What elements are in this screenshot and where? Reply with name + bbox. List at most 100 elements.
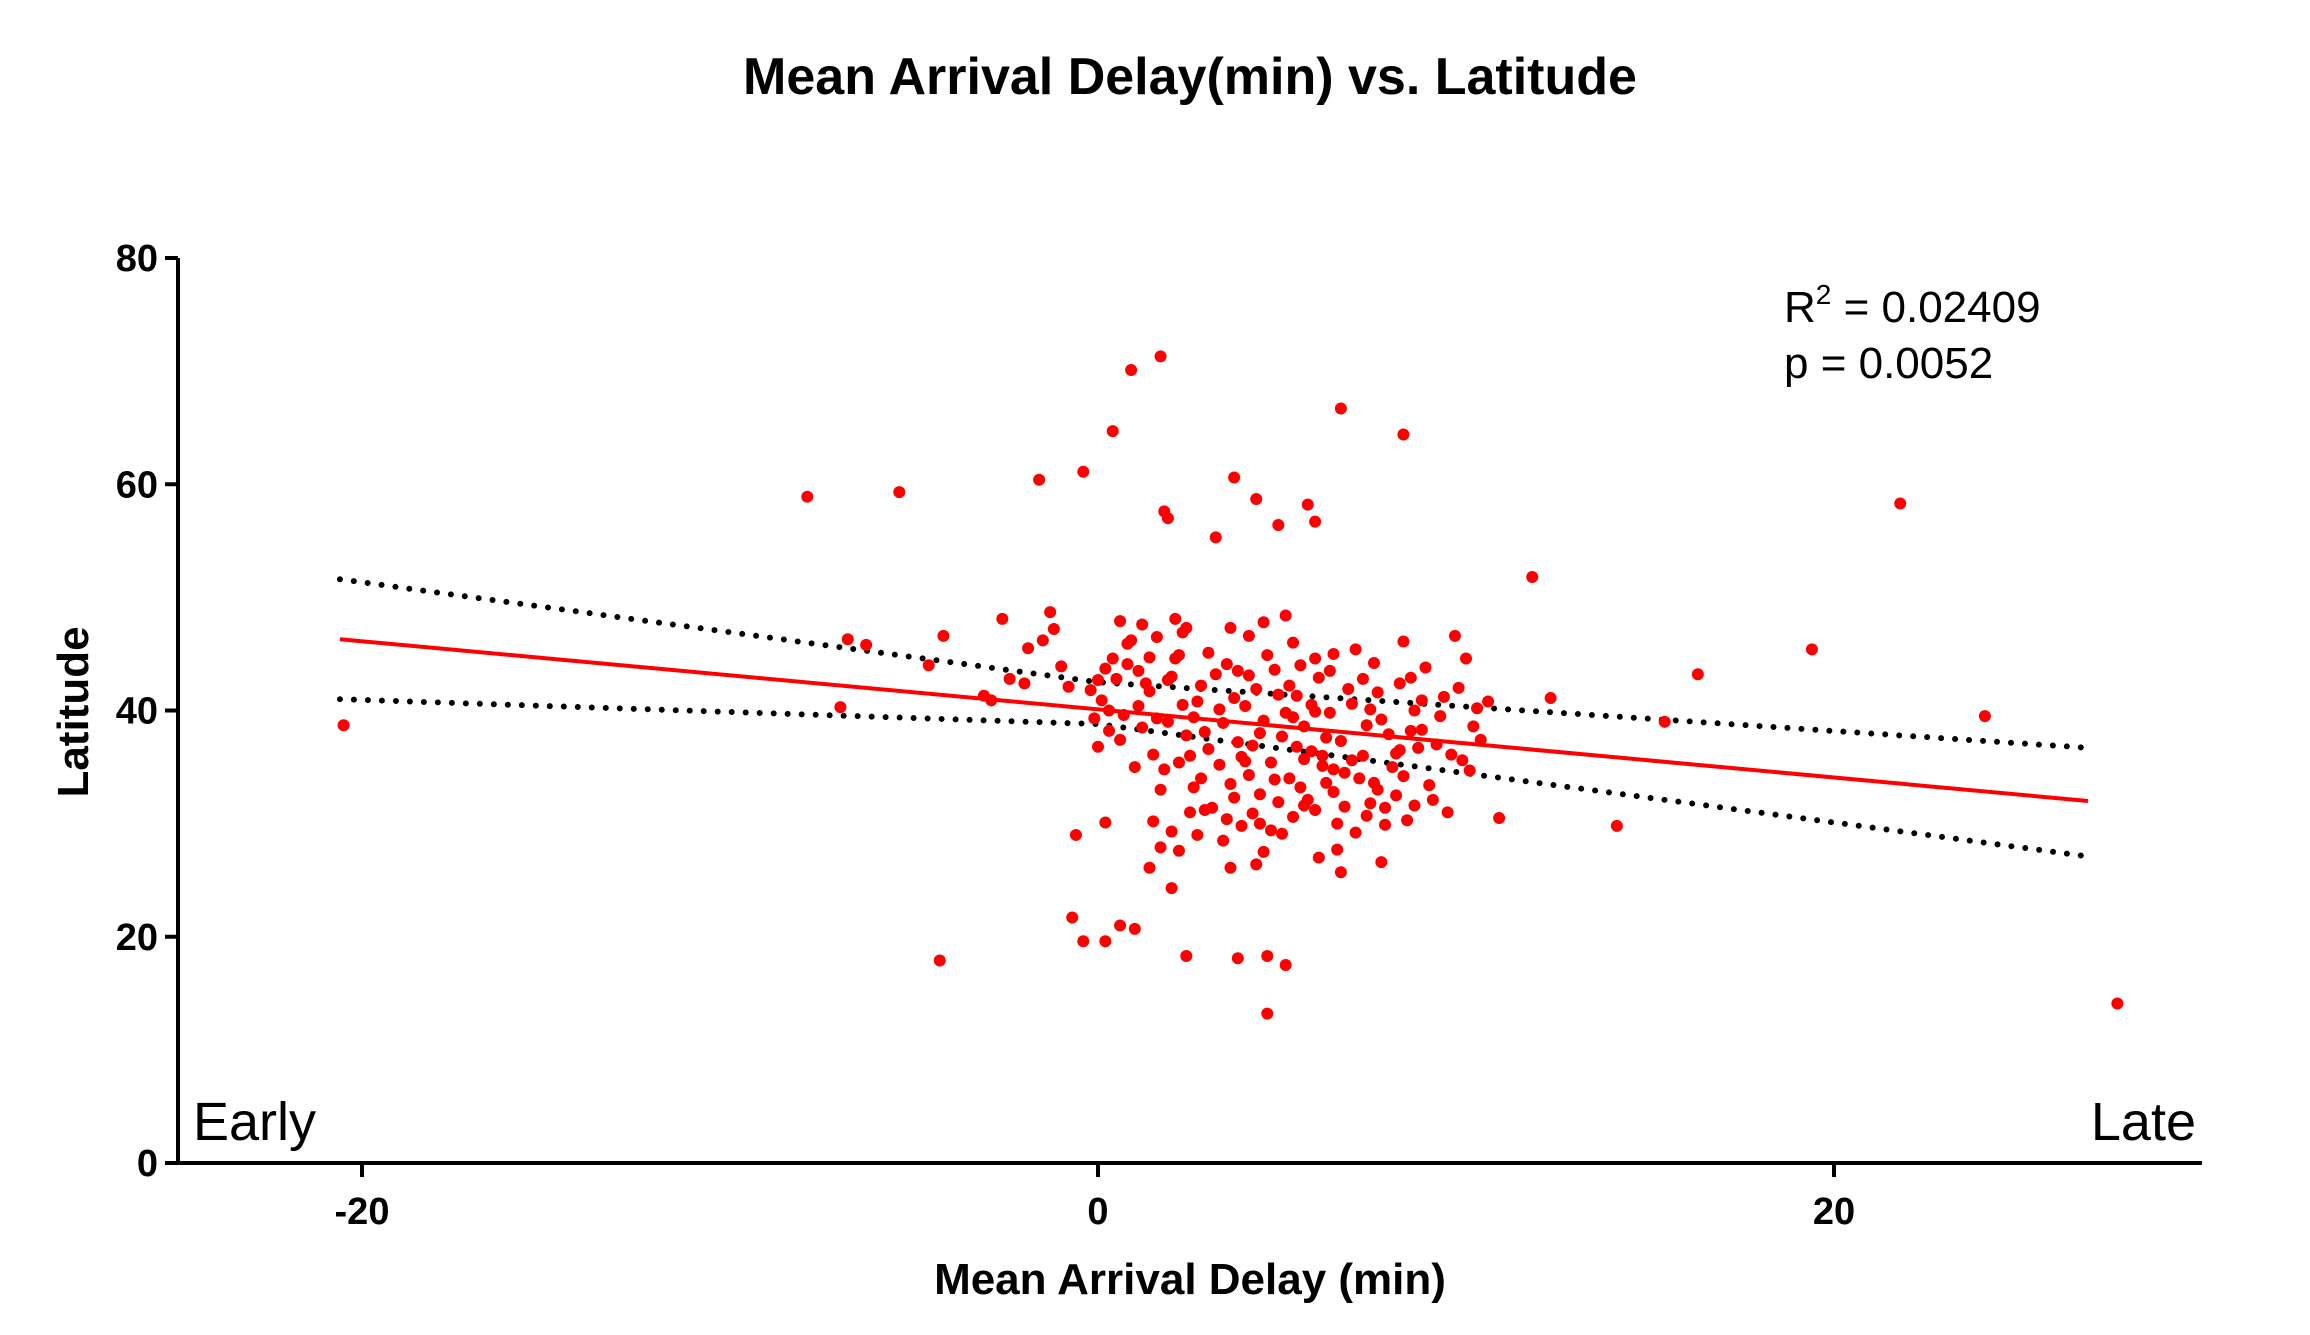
data-point	[1172, 756, 1185, 769]
data-point	[1264, 756, 1277, 769]
r-squared-exponent: 2	[1816, 279, 1832, 310]
data-point	[1239, 755, 1252, 768]
data-point	[1382, 728, 1395, 741]
data-point	[1415, 694, 1428, 707]
data-point	[1375, 856, 1388, 869]
data-point	[1154, 350, 1167, 363]
data-point	[1239, 699, 1252, 712]
data-point	[1143, 861, 1156, 874]
data-point	[1294, 659, 1307, 672]
data-point	[1209, 531, 1222, 544]
data-point	[1103, 724, 1116, 737]
data-point	[1143, 651, 1156, 664]
data-point	[1066, 911, 1079, 924]
data-point	[1272, 518, 1285, 531]
data-point	[1283, 679, 1296, 692]
data-point	[1224, 778, 1237, 791]
data-point	[996, 612, 1009, 625]
data-point	[1276, 827, 1288, 840]
data-point	[1364, 797, 1377, 810]
data-point	[1069, 828, 1082, 841]
data-point	[937, 629, 950, 642]
data-point	[1419, 661, 1432, 674]
data-point	[1117, 709, 1130, 722]
data-point	[1364, 703, 1377, 716]
data-point	[1276, 730, 1288, 743]
data-point	[1471, 702, 1484, 715]
data-point	[1139, 677, 1152, 690]
data-point	[1242, 768, 1255, 781]
y-ticks: 0 20 40 60 80	[116, 238, 178, 1185]
data-point	[1390, 789, 1403, 802]
data-point	[1099, 935, 1112, 948]
data-point	[1172, 844, 1185, 857]
axes	[168, 258, 2202, 1165]
data-point	[1493, 811, 1506, 824]
data-point	[1095, 694, 1108, 707]
data-point	[1253, 817, 1266, 830]
data-point	[1217, 716, 1230, 729]
data-point	[1423, 779, 1436, 792]
data-point	[1279, 609, 1292, 622]
data-point	[1334, 866, 1347, 879]
data-point	[1103, 704, 1116, 717]
data-point	[1184, 806, 1196, 819]
data-point	[1176, 698, 1189, 711]
regression-line	[339, 637, 2089, 803]
data-point	[1272, 796, 1285, 809]
data-point	[1235, 819, 1248, 832]
data-point	[1360, 719, 1373, 732]
data-point	[1257, 845, 1270, 858]
data-point	[1128, 761, 1141, 774]
data-point	[1294, 781, 1307, 794]
data-point	[1261, 649, 1274, 662]
data-point	[1426, 793, 1439, 806]
data-point	[933, 954, 946, 967]
data-point	[1434, 710, 1447, 723]
y-axis-title: Latitude	[49, 626, 98, 797]
data-point	[1283, 772, 1296, 785]
data-point	[1106, 652, 1119, 665]
confidence-band-upper	[336, 576, 2091, 751]
data-point	[1128, 922, 1141, 935]
data-point	[1279, 706, 1292, 719]
data-point	[1187, 711, 1200, 724]
data-point	[1526, 571, 1539, 584]
data-point	[1099, 662, 1112, 675]
data-point	[1345, 697, 1358, 710]
data-point	[2111, 997, 2124, 1010]
data-point	[1320, 776, 1333, 789]
data-point	[1401, 814, 1414, 827]
data-point	[1368, 656, 1380, 669]
data-point	[1257, 616, 1270, 629]
data-point	[1003, 672, 1016, 685]
data-point	[1482, 695, 1495, 708]
data-point	[1290, 689, 1303, 702]
data-point	[1691, 668, 1704, 681]
data-point	[1213, 703, 1226, 716]
data-point	[1209, 668, 1222, 681]
data-point	[1165, 670, 1178, 683]
data-point	[1077, 935, 1090, 948]
data-point	[1224, 621, 1237, 634]
data-point	[1379, 801, 1392, 814]
data-point	[1114, 919, 1127, 932]
x-ticks: -20 0 20	[335, 1163, 1855, 1233]
data-point	[1312, 671, 1325, 684]
data-point	[1125, 363, 1138, 376]
data-point	[1331, 843, 1344, 856]
data-point	[1463, 764, 1476, 777]
data-point	[1161, 715, 1174, 728]
data-point	[1246, 807, 1259, 820]
data-point	[1268, 663, 1281, 676]
y-tick-label: 40	[116, 691, 158, 733]
data-point	[1198, 725, 1211, 738]
fit-line-group	[339, 637, 2089, 803]
data-point	[1305, 698, 1318, 711]
data-point	[1250, 858, 1263, 871]
data-point	[1371, 686, 1384, 699]
data-point	[1412, 741, 1425, 754]
data-point	[1331, 817, 1344, 830]
data-point	[1165, 882, 1178, 895]
